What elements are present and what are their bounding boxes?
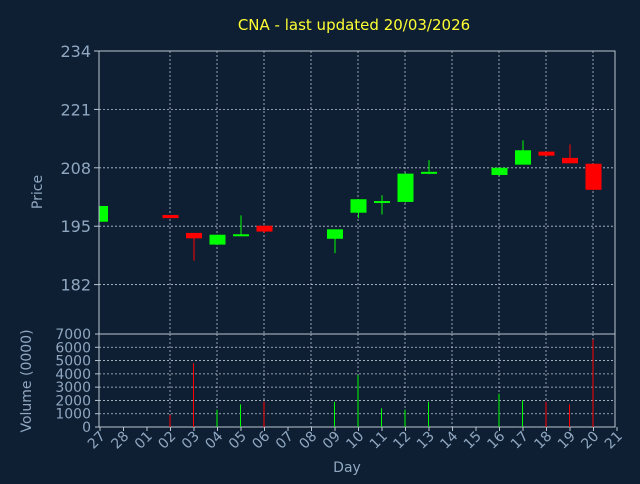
- candle-body: [585, 163, 602, 190]
- candle-body: [562, 157, 578, 164]
- x-axis-label: Day: [333, 460, 361, 476]
- volume-plot-frame: [98, 333, 616, 428]
- candles: [99, 140, 602, 261]
- day-tick-label: 09: [320, 429, 344, 453]
- day-tick-label: 01: [132, 429, 156, 453]
- price-tick-label: 195: [60, 217, 91, 236]
- candle-body: [100, 205, 108, 222]
- volume-bars: [169, 339, 594, 427]
- candle-body: [186, 232, 202, 239]
- price-tick-label: 182: [60, 276, 91, 295]
- day-tick-label: 14: [437, 428, 461, 452]
- day-tick-label: 11: [367, 429, 391, 453]
- day-tick-label: 18: [531, 429, 555, 453]
- candle-body: [374, 201, 390, 204]
- candle-body: [256, 225, 273, 232]
- day-tick-label: 02: [155, 429, 179, 453]
- day-tick-label: 13: [414, 429, 438, 453]
- volume-tick-label: 5000: [55, 354, 91, 370]
- chart-title: CNA - last updated 20/03/2026: [238, 16, 470, 34]
- candle-body: [162, 214, 179, 219]
- price-axis-label: Price: [30, 175, 46, 209]
- candle-body: [538, 151, 555, 156]
- candle-body: [327, 229, 343, 239]
- day-tick-label: 12: [390, 429, 414, 453]
- day-tick-label: 08: [296, 429, 320, 453]
- day-tick-label: 17: [508, 429, 532, 453]
- day-tick-label: 03: [179, 429, 203, 453]
- volume-tick-label: 3000: [55, 380, 91, 396]
- candle-body: [515, 150, 531, 165]
- day-tick-label: 06: [249, 428, 273, 452]
- volume-tick-label: 6000: [55, 340, 91, 356]
- volume-tick-label: 4000: [55, 367, 91, 383]
- volume-tick-label: 2000: [55, 393, 91, 409]
- volume-tick-label: 0: [82, 420, 91, 436]
- price-tick-label: 208: [60, 159, 91, 178]
- candle-body: [491, 167, 508, 175]
- day-tick-label: 16: [484, 428, 508, 452]
- day-tick-label: 07: [273, 429, 297, 453]
- price-tick-label: 221: [60, 100, 91, 119]
- day-axis-ticks: 27 28 01 02 03 04 05 06 07 08 09 10 11 12 13 14 15 16 17 18…: [85, 427, 626, 452]
- price-tick-label: 234: [60, 42, 91, 61]
- volume-axis-label: Volume (0000): [19, 329, 35, 432]
- volume-tick-label: 7000: [55, 327, 91, 343]
- volume-tick-label: 1000: [55, 407, 91, 423]
- day-tick-label: 15: [461, 429, 485, 453]
- day-tick-label: 19: [555, 429, 579, 453]
- day-tick-label: 05: [226, 429, 250, 453]
- candle-body: [209, 234, 226, 245]
- grid-lines: [99, 51, 615, 427]
- candle-body: [397, 173, 414, 202]
- day-tick-label: 28: [108, 429, 132, 453]
- price-axis-ticks: 234 221 208 195 182: [60, 42, 99, 295]
- candle-body: [421, 171, 437, 174]
- candle-body: [350, 199, 367, 213]
- day-tick-label: 10: [343, 429, 367, 453]
- day-tick-label: 21: [602, 429, 626, 453]
- price-plot-frame: [98, 50, 616, 335]
- day-tick-label: 20: [578, 429, 602, 453]
- candle-body: [233, 234, 249, 237]
- day-tick-label: 04: [202, 428, 226, 452]
